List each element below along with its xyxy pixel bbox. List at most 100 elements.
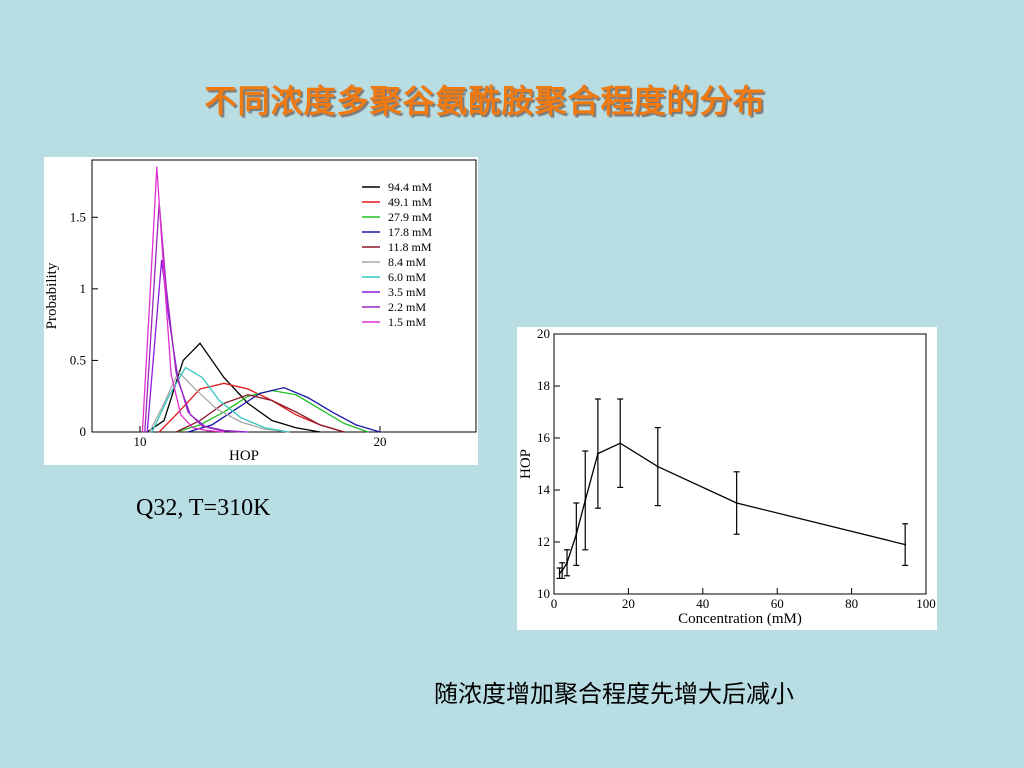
data-point [264,428,266,430]
data-point [283,387,285,389]
data-point [180,414,182,416]
data-point [223,382,225,384]
data-point [240,431,242,433]
y-tick-label: 0 [80,424,87,439]
data-point [211,424,213,426]
legend-entry-4: 11.8 mM [388,240,432,254]
y-tick-label: 12 [537,534,550,549]
hop-vs-concentration-svg: 0 20 40 60 80 100 10 12 14 16 18 20 Concentration (m… [518,327,936,627]
data-point [201,377,203,379]
data-point [182,359,184,362]
data-point [240,421,242,423]
y-axis-label: HOP [518,449,534,479]
series-line-5 [149,370,289,433]
data-point [223,431,225,433]
data-point [295,427,297,429]
data-point [295,414,297,416]
legend-entry-2: 27.9 mM [388,210,432,224]
data-point [307,397,309,399]
data-point [165,288,167,290]
data-point [177,371,179,373]
data-point [153,345,155,347]
x-axis-label: Concentration (mM) [678,611,802,627]
data-point [247,431,249,433]
data-point [144,431,146,433]
data-point [168,395,170,397]
data-point [561,569,564,572]
data-point [187,411,189,413]
data-point [218,399,220,402]
data-point [295,394,297,396]
data-point [343,431,345,433]
data-point [221,429,223,432]
data-point [271,399,273,402]
data-point [163,402,165,404]
data-point [170,374,172,376]
data-point [575,533,578,536]
data-point [288,431,290,433]
data-point [141,431,143,433]
data-point [558,572,561,575]
legend-entry-7: 3.5 mM [388,285,426,299]
legend-entry-9: 1.5 mM [388,315,426,329]
x-tick-label: 40 [696,596,709,611]
data-point [163,273,165,276]
data-point [163,419,165,422]
data-point [146,431,148,433]
legend-entry-1: 49.1 mM [388,195,432,209]
y-tick-label: 0.5 [70,352,86,367]
data-point [175,414,177,416]
x-tick-label: 100 [916,596,936,611]
legend-entry-3: 17.8 mM [388,225,432,239]
data-point [619,442,622,445]
data-point [199,388,201,390]
y-tick-label: 16 [537,430,551,445]
x-tick-label: 0 [551,596,558,611]
data-point [161,259,163,261]
x-tick-label: 80 [845,596,858,611]
y-tick-label: 10 [537,586,550,601]
data-point [319,431,321,433]
data-point [151,316,153,319]
hop-vs-concentration-chart: 0 20 40 60 80 100 10 12 14 16 18 20 Concentration (m… [517,327,937,630]
data-point [247,388,249,390]
y-tick-label: 1.5 [70,209,86,224]
x-tick-label: 60 [771,596,784,611]
data-point [151,431,153,433]
data-point [247,395,249,397]
data-point [247,394,249,396]
data-point [223,377,225,379]
data-point [379,431,381,433]
x-tick-label: 20 [374,434,387,449]
data-point [149,431,151,433]
data-point [175,371,177,373]
data-point [295,411,297,413]
series-line-6 [151,366,289,433]
data-point [216,408,218,410]
data-point [735,502,738,504]
x-axis-label: HOP [229,448,259,464]
y-tick-label: 20 [537,327,550,341]
data-point [199,342,201,344]
data-point [194,388,196,390]
data-point [367,431,369,433]
y-tick-label: 14 [537,482,551,497]
data-point [566,561,569,564]
data-point [201,425,203,427]
data-point [319,408,321,410]
y-tick-label: 18 [537,378,550,393]
legend-entry-8: 2.2 mM [388,300,426,314]
data-point [247,402,249,404]
data-point [264,427,266,429]
data-point [584,499,587,502]
legend-entry-5: 8.4 mM [388,255,426,269]
data-point [319,424,321,426]
data-point [187,431,189,433]
series-line-4 [175,394,345,433]
x-tick-label: 20 [622,596,635,611]
y-axis-label: Probability [44,262,60,329]
data-point [156,166,158,168]
data-point [259,392,261,394]
caption-simulation-conditions: Q32, T=310K [136,495,271,521]
